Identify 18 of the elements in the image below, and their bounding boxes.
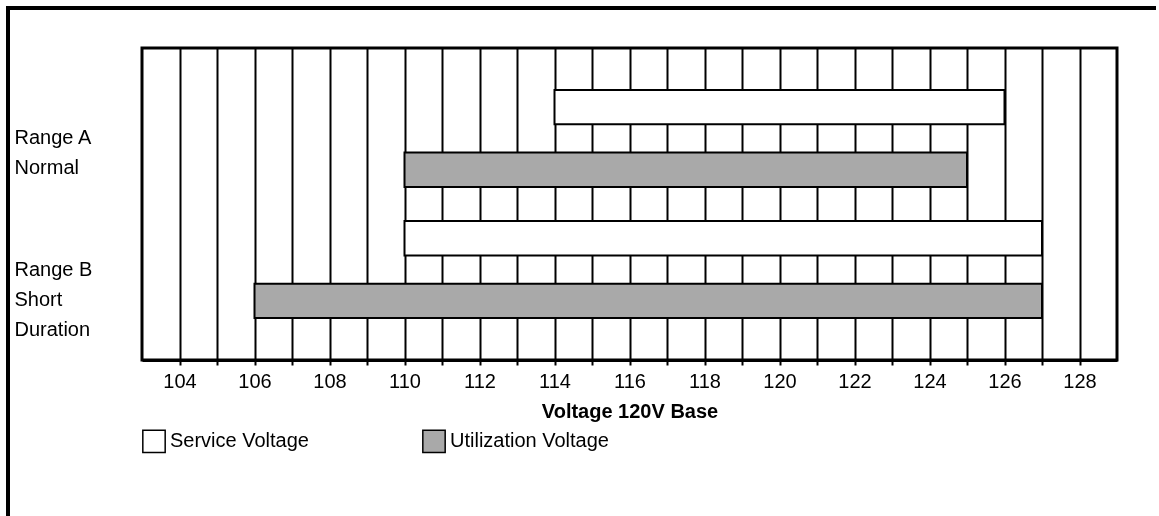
x-tick-label: 112 bbox=[464, 369, 496, 392]
legend-label: Service Voltage bbox=[170, 429, 309, 452]
x-tick-label: 120 bbox=[763, 369, 797, 392]
legend-label: Utilization Voltage bbox=[450, 429, 609, 452]
x-axis-title: Voltage 120V Base bbox=[541, 399, 719, 422]
x-tick-label: 124 bbox=[913, 369, 947, 392]
x-tick-label: 128 bbox=[1063, 369, 1097, 392]
x-tick-label: 114 bbox=[539, 369, 571, 392]
x-tick-label: 116 bbox=[614, 369, 646, 392]
x-tick-label: 108 bbox=[313, 369, 347, 392]
x-tick-label: 118 bbox=[689, 369, 721, 392]
x-tick-label: 110 bbox=[389, 369, 421, 392]
y-tick-label: Range A Normal bbox=[14, 126, 92, 179]
y-tick-label: Range B Short Duration bbox=[14, 257, 93, 340]
x-tick-label: 106 bbox=[238, 369, 272, 392]
x-tick-label: 122 bbox=[838, 369, 872, 392]
x-tick-label: 126 bbox=[988, 369, 1022, 392]
x-tick-label: 104 bbox=[163, 369, 197, 392]
